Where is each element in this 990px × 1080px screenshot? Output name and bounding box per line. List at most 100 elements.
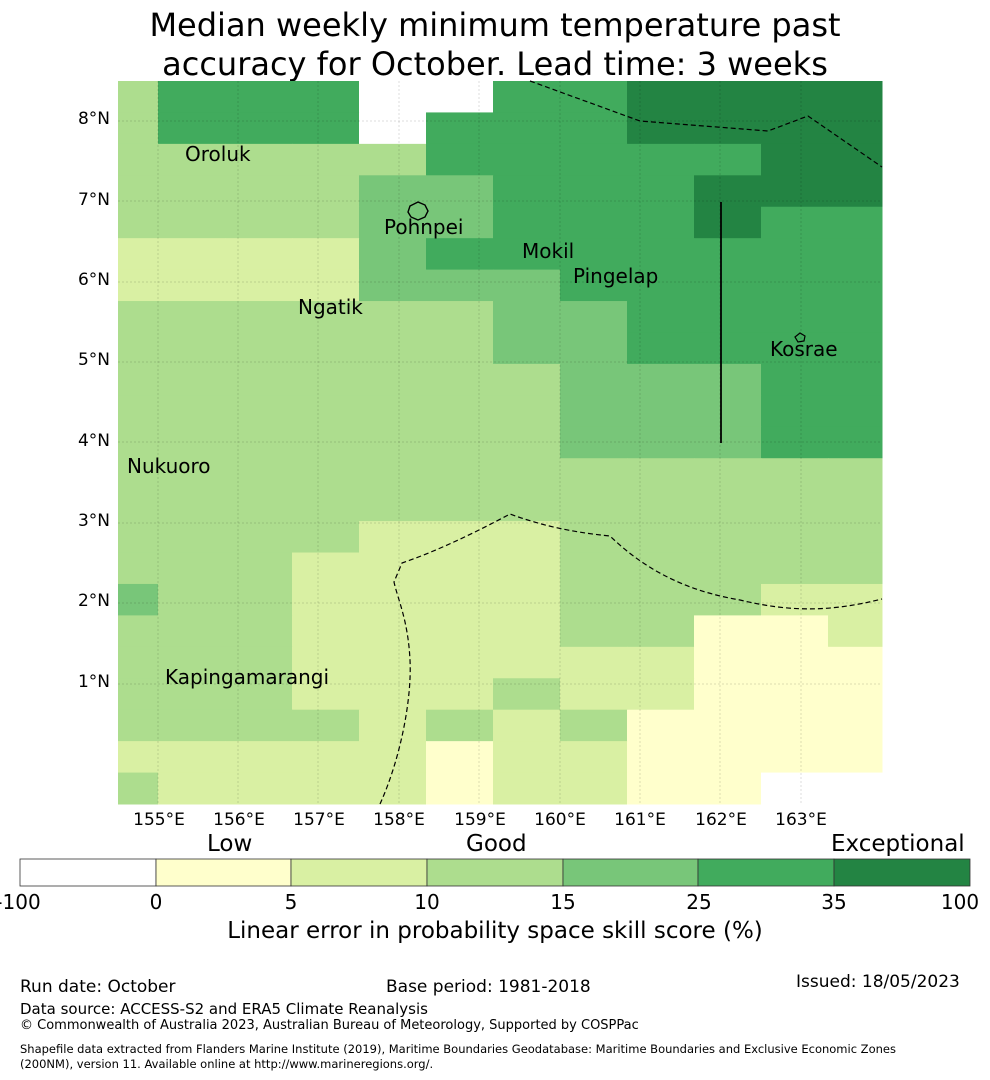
grid-cell xyxy=(694,709,762,742)
legend-swatch xyxy=(290,858,428,887)
grid-cell xyxy=(359,458,427,491)
grid-cell xyxy=(118,301,159,333)
grid-cell xyxy=(828,301,883,333)
grid-cell xyxy=(158,81,226,113)
grid-cell xyxy=(118,552,159,585)
grid-cell xyxy=(560,395,628,428)
grid-cell xyxy=(292,395,360,428)
grid-cell xyxy=(292,269,360,302)
grid-cell xyxy=(118,678,159,711)
grid-cell xyxy=(627,206,695,239)
grid-cell xyxy=(426,678,494,711)
grid-cell xyxy=(225,332,293,365)
grid-cell xyxy=(292,426,360,459)
grid-cell xyxy=(828,395,883,428)
grid-cell xyxy=(493,426,561,459)
grid-cell xyxy=(493,646,561,679)
grid-cell xyxy=(761,269,829,302)
grid-cell xyxy=(426,489,494,522)
grid-cell xyxy=(225,301,293,333)
grid-cell xyxy=(761,175,829,208)
grid-cell xyxy=(627,646,695,679)
legend-swatch xyxy=(19,858,157,887)
grid-cell xyxy=(694,615,762,648)
grid-cell xyxy=(292,741,360,774)
grid-cell xyxy=(225,143,293,176)
issued-date: Issued: 18/05/2023 xyxy=(796,972,960,992)
legend-tick: 10 xyxy=(414,890,440,914)
shapefile-credit-line-1: Shapefile data extracted from Flanders M… xyxy=(20,1042,896,1056)
grid-cell xyxy=(225,709,293,742)
legend-tick: -100 xyxy=(0,890,41,914)
grid-cell xyxy=(828,175,883,208)
grid-cell xyxy=(828,489,883,522)
grid-cell xyxy=(118,206,159,239)
grid-cell xyxy=(225,615,293,648)
grid-cell xyxy=(426,175,494,208)
grid-cell xyxy=(158,646,226,679)
grid-cell xyxy=(359,206,427,239)
grid-cell xyxy=(493,175,561,208)
grid-cell xyxy=(158,615,226,648)
legend-tick: 25 xyxy=(686,890,712,914)
grid-cell xyxy=(627,521,695,554)
grid-cell xyxy=(158,238,226,271)
grid-cell xyxy=(359,552,427,585)
place-label-oroluk: Oroluk xyxy=(185,142,251,166)
grid-cell xyxy=(493,489,561,522)
grid-cell xyxy=(426,772,494,805)
grid-cell xyxy=(828,583,883,616)
grid-cell xyxy=(560,206,628,239)
grid-cell xyxy=(828,269,883,302)
grid-cell xyxy=(158,301,226,333)
grid-cell xyxy=(761,81,829,113)
grid-cell xyxy=(627,741,695,774)
grid-cell xyxy=(493,112,561,145)
grid-cell xyxy=(828,678,883,711)
grid-cell xyxy=(225,238,293,271)
grid-cell xyxy=(359,363,427,396)
grid-cell xyxy=(158,112,226,145)
grid-cell xyxy=(426,395,494,428)
grid-cell xyxy=(627,615,695,648)
grid-cell xyxy=(225,175,293,208)
grid-cell xyxy=(694,741,762,774)
grid-cell xyxy=(426,583,494,616)
grid-cell xyxy=(426,332,494,365)
grid-cell xyxy=(158,426,226,459)
grid-cell xyxy=(627,301,695,333)
grid-cell xyxy=(694,426,762,459)
lat-label-2n: 2°N xyxy=(77,591,110,611)
grid-cell xyxy=(158,332,226,365)
legend-swatch xyxy=(426,858,564,887)
grid-cell xyxy=(694,646,762,679)
grid-cell xyxy=(560,269,628,302)
grid-cell xyxy=(761,552,829,585)
pohnpei-outline xyxy=(407,201,429,221)
grid-cell xyxy=(118,772,159,805)
grid-cell xyxy=(292,772,360,805)
grid-cell xyxy=(694,363,762,396)
lon-label-160e: 160°E xyxy=(534,810,586,830)
grid-cell xyxy=(627,709,695,742)
grid-cell xyxy=(694,175,762,208)
lon-label-163e: 163°E xyxy=(775,810,827,830)
grid-cell xyxy=(493,363,561,396)
grid-cell xyxy=(761,741,829,774)
grid-cell xyxy=(118,489,159,522)
lat-label-5n: 5°N xyxy=(77,350,110,370)
grid-cell xyxy=(292,112,360,145)
grid-cell xyxy=(359,615,427,648)
kosrae-outline xyxy=(794,332,806,343)
legend-axis-label: Linear error in probability space skill … xyxy=(227,918,763,944)
grid-cell xyxy=(292,552,360,585)
grid-cell xyxy=(426,709,494,742)
grid-cell xyxy=(694,395,762,428)
grid-cell xyxy=(828,615,883,648)
grid-cell xyxy=(828,426,883,459)
grid-cell xyxy=(694,143,762,176)
grid-cell xyxy=(828,709,883,742)
grid-cell xyxy=(359,81,427,113)
grid-cell xyxy=(627,458,695,491)
grid-cell xyxy=(292,678,360,711)
